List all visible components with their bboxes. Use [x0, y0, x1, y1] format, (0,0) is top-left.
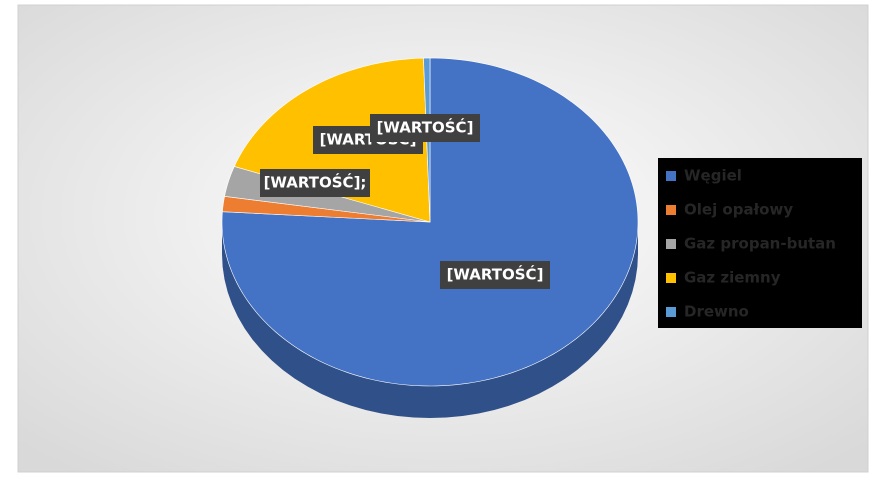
data-label: [WARTOŚĆ]: [377, 118, 474, 137]
data-label-box: [260, 169, 370, 197]
legend-label: Olej opałowy: [684, 201, 793, 219]
legend-label: Węgiel: [684, 167, 742, 185]
legend-label: Gaz ziemny: [684, 269, 781, 287]
legend-swatch: [666, 307, 676, 317]
legend-swatch: [666, 239, 676, 249]
pie: [221, 57, 639, 418]
data-label-box: [370, 114, 480, 142]
legend-swatch: [666, 171, 676, 181]
legend-label: Drewno: [684, 303, 749, 321]
legend-box: [658, 158, 862, 328]
legend-swatch: [666, 205, 676, 215]
data-labels: [WARTOŚĆ][WARTOŚĆ];[WARTOŚĆ][WARTOŚĆ]: [260, 114, 550, 289]
legend-label: Gaz propan-butan: [684, 235, 836, 253]
data-label-box: [440, 261, 550, 289]
pie-side: [222, 222, 638, 418]
legend-swatch: [666, 273, 676, 283]
data-label: [WARTOŚĆ]: [447, 265, 544, 284]
data-label: [WARTOŚĆ];: [264, 173, 367, 192]
legend: Węgiel Olej opałowy Gaz propan-butan Gaz zi…: [666, 167, 836, 321]
